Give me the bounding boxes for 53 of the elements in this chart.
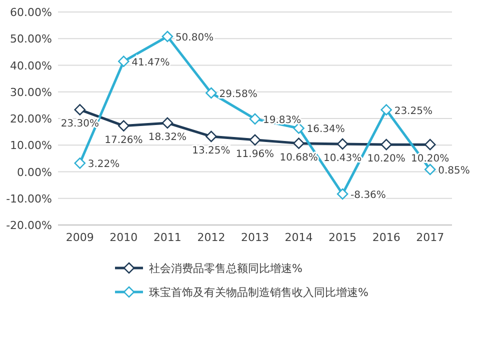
point (162, 117, 174, 129)
x-tick-label: 2012 (197, 231, 226, 244)
x-tick-label: 2017 (416, 231, 444, 244)
point (249, 134, 261, 146)
y-tick-label: 10.00% (10, 139, 52, 152)
y-tick-label: -10.00% (6, 192, 52, 206)
point (293, 138, 304, 149)
data-label: 13.25% (192, 145, 230, 156)
point (206, 130, 217, 142)
legend-label: 珠宝首饰及有关物品制造销售收入同比增速% (149, 286, 368, 299)
y-tick-label: 40.00% (10, 59, 52, 72)
data-label: 23.25% (394, 106, 432, 117)
point (74, 104, 86, 116)
data-label: 18.32% (148, 132, 187, 143)
data-label: 41.47% (132, 57, 170, 68)
point (336, 138, 348, 150)
x-tick-label: 2011 (153, 231, 182, 244)
data-label: 19.83% (263, 114, 302, 126)
point (380, 138, 392, 150)
x-tick-label: 2013 (241, 231, 269, 244)
point (336, 188, 348, 200)
y-tick-label: 20.00% (10, 112, 52, 126)
point (206, 87, 217, 99)
point (162, 30, 174, 42)
data-label: 16.34% (306, 124, 345, 136)
data-label: 10.20% (367, 154, 406, 165)
data-label: 3.22% (88, 159, 120, 170)
point (249, 113, 261, 125)
data-label: 29.58% (219, 88, 258, 100)
data-label: 10.68% (280, 152, 318, 164)
point (424, 138, 436, 150)
point (74, 158, 86, 169)
point (380, 104, 392, 116)
data-label: 50.80% (175, 32, 214, 44)
x-tick-label: 2015 (328, 231, 357, 244)
data-label: 0.85% (438, 165, 470, 176)
data-label: 11.96% (236, 148, 274, 160)
data-label: 17.26% (104, 134, 143, 146)
x-tick-label: 2014 (284, 231, 313, 244)
data-label: -8.36% (350, 190, 386, 202)
x-tick-label: 2009 (66, 231, 94, 244)
y-tick-label: 50.00% (10, 32, 52, 46)
x-tick-label: 2010 (110, 231, 138, 244)
point (424, 164, 436, 176)
legend-label: 社会消费品零售总额同比增速% (149, 262, 302, 275)
point (118, 120, 130, 132)
y-tick-label: 30.00% (10, 86, 52, 99)
x-tick-label: 2016 (372, 231, 400, 244)
y-tick-label: -20.00% (6, 219, 52, 232)
point (293, 122, 304, 134)
y-tick-label: 60.00% (10, 6, 52, 19)
point (118, 56, 130, 67)
y-tick-label: 0.00% (17, 166, 52, 179)
